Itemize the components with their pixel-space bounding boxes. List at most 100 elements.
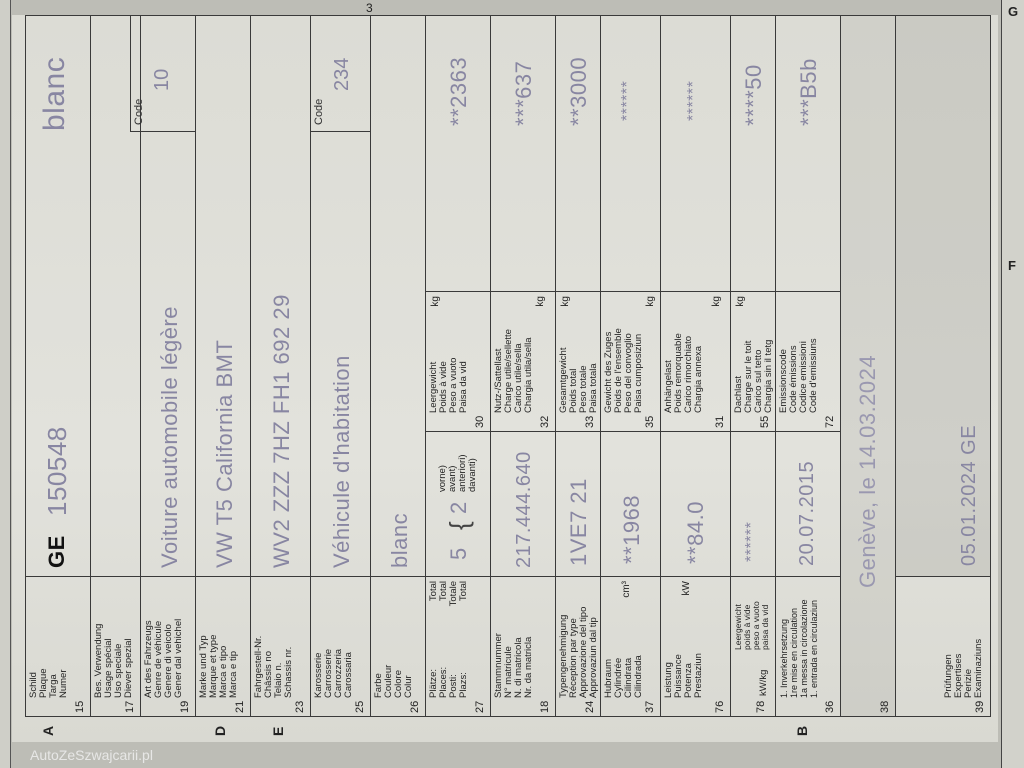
unit: kg [735,296,746,307]
power: **84.0 [683,501,708,564]
field-19-label: Art des Fahrzeugs Genre de véhicule Gene… [140,576,196,717]
label-text: 1. Inverkehrsetzung 1re mise en circulat… [779,599,819,698]
field-number: 32 [539,415,551,428]
towing-weight: ****** [685,80,702,121]
label-text: Fahrgestell-Nr. Châssis no Telaio n. Sch… [253,635,294,698]
field-55-value: ****50 [730,15,776,292]
field-36-label: 1. Inverkehrsetzung 1re mise en circulat… [775,576,841,717]
field-23-label: Fahrgestell-Nr. Châssis no Telaio n. Sch… [250,576,311,717]
code-label: Code [313,98,325,125]
section-letter-b: B [794,725,810,736]
field-number: 55 [759,415,771,428]
field-19-code: Code 10 [130,15,196,132]
displacement: **1968 [619,494,644,564]
label-text: Schild Plaque Targa Numer [28,668,69,698]
field-number: 18 [539,700,551,713]
make-model: VW T5 California BMT [212,339,237,568]
total-label: Total Total Totale Total [428,581,469,607]
unit: kg [560,296,571,307]
field-30-value: **2363 [425,15,491,292]
registration-document: A D E B Schild Plaque Targa Numer 15 GE 1… [12,15,998,742]
unit: cm³ [621,581,632,598]
field-27-value: 5 { 2 vorne) avant) anteriori) davanti) [425,431,491,577]
field-number: 35 [644,415,656,428]
field-32-value: ***637 [490,15,556,292]
field-number: 21 [234,700,246,713]
field-35-label: Gewicht des Zuges Poids de l'ensemble Pe… [600,291,661,432]
label-text: Stammnummer N° matricule N. di matricola… [493,633,534,698]
field-25-code: Code 234 [310,15,371,132]
field-76-value: **84.0 [660,431,731,577]
sub-label: Leergewicht poids à vide peso a vuoto pa… [733,601,770,650]
field-37-value: **1968 [600,431,661,577]
field-18-value: 217.444.640 [490,431,556,577]
unit: kg [535,296,546,307]
field-37-label: Hubraum Cylindrée Cilindrata Cilindrada 3… [600,576,661,717]
field-number: 72 [824,415,836,428]
label-text: Anhängelast Poids remorquable Carico rim… [663,333,704,413]
emission-code: ***B5b [796,58,821,126]
section-letter-e: E [270,726,286,736]
empty-weight: **2363 [446,56,471,126]
field-27-label: Plätze: Places: Posti: Plazs: 27 Total To… [425,576,491,717]
roof-load: ****50 [741,64,766,126]
field-number: 78 [755,700,767,713]
label-text: Emissionscode Code émissions Codice emis… [778,338,819,413]
total-weight: **3000 [566,56,591,126]
field-number: 38 [879,700,891,713]
field-21-label: Marke und Typ Marque et type Marca e tip… [195,576,251,717]
field-31-label: Anhängelast Poids remorquable Carico rim… [660,291,731,432]
page-number: 3 [366,1,373,15]
field-number: 27 [474,700,486,713]
watermark: AutoZeSzwajcarii.pl [30,747,153,763]
canton-code: GE [44,535,69,568]
brace-icon: { [444,520,474,530]
inspection-date: 05.01.2024 GE [958,424,980,566]
field-33-label: Gesamtgewicht Poids total Peso totale Pa… [555,291,601,432]
label-text: Gewicht des Zuges Poids de l'ensemble Pe… [603,328,644,413]
label-text: Nutz-/Sattellast Charge utile/sellette C… [493,329,534,413]
field-31-value: ****** [660,15,731,292]
type-approval: 1VE7 21 [566,478,591,566]
field-number: 33 [584,415,596,428]
field-23-value: WV2 ZZZ 7HZ FH1 692 29 [250,15,311,577]
next-page-edge: G F [1001,0,1024,768]
field-15-value: GE 150548 blanc [25,15,91,577]
field-number: 25 [354,700,366,713]
label-text: Marke und Typ Marque et type Marca e tip… [198,634,239,698]
field-number: 17 [124,700,136,713]
plate-number: 150548 [42,426,72,516]
field-number: 26 [409,700,421,713]
field-38: 38 Genève, le 14.03.2024 [840,15,896,717]
field-number: 23 [294,700,306,713]
color-value: blanc [387,512,412,568]
code-value: 10 [151,68,173,91]
field-30-label: Leergewicht Poids à vide Peso a vuoto Pa… [425,291,491,432]
label-text: kW/kg [758,669,769,696]
field-39-label: Prüfungen Expertises Perizie Examinaziun… [895,576,991,717]
combination-weight: ****** [619,80,636,121]
field-36-value: 20.07.2015 [775,431,841,577]
front-label: vorne) avant) anteriori) davanti) [437,454,478,493]
unit: kg [711,296,722,307]
matriculation-number: 217.444.640 [513,451,535,568]
field-78-value: ****** [730,431,776,577]
code-label: Code [133,98,145,125]
field-number: 76 [714,700,726,713]
field-number: 30 [474,415,486,428]
unit: kW [681,581,692,596]
label-text: Leistung Puissance Potenza Prestaziun [663,653,704,698]
field-number: 15 [74,700,86,713]
field-39-value: 05.01.2024 GE [895,15,991,577]
field-76-label: Leistung Puissance Potenza Prestaziun 76 k… [660,576,731,717]
seats-total: 5 [446,547,471,560]
plate-color: blanc [38,56,71,131]
field-number: 39 [974,700,986,713]
label-text: Art des Fahrzeugs Genre de véhicule Gene… [143,618,184,698]
seats-front: 2 [446,501,471,514]
section-letter-d: D [212,725,228,736]
field-32-label: Nutz-/Sattellast Charge utile/sellette C… [490,291,556,432]
first-registration-date: 20.07.2015 [796,460,818,566]
field-24-label: Typengenehmigung Réception par type Appr… [555,576,601,717]
label-text: Leergewicht Poids à vide Peso a vuoto Pa… [428,357,469,413]
